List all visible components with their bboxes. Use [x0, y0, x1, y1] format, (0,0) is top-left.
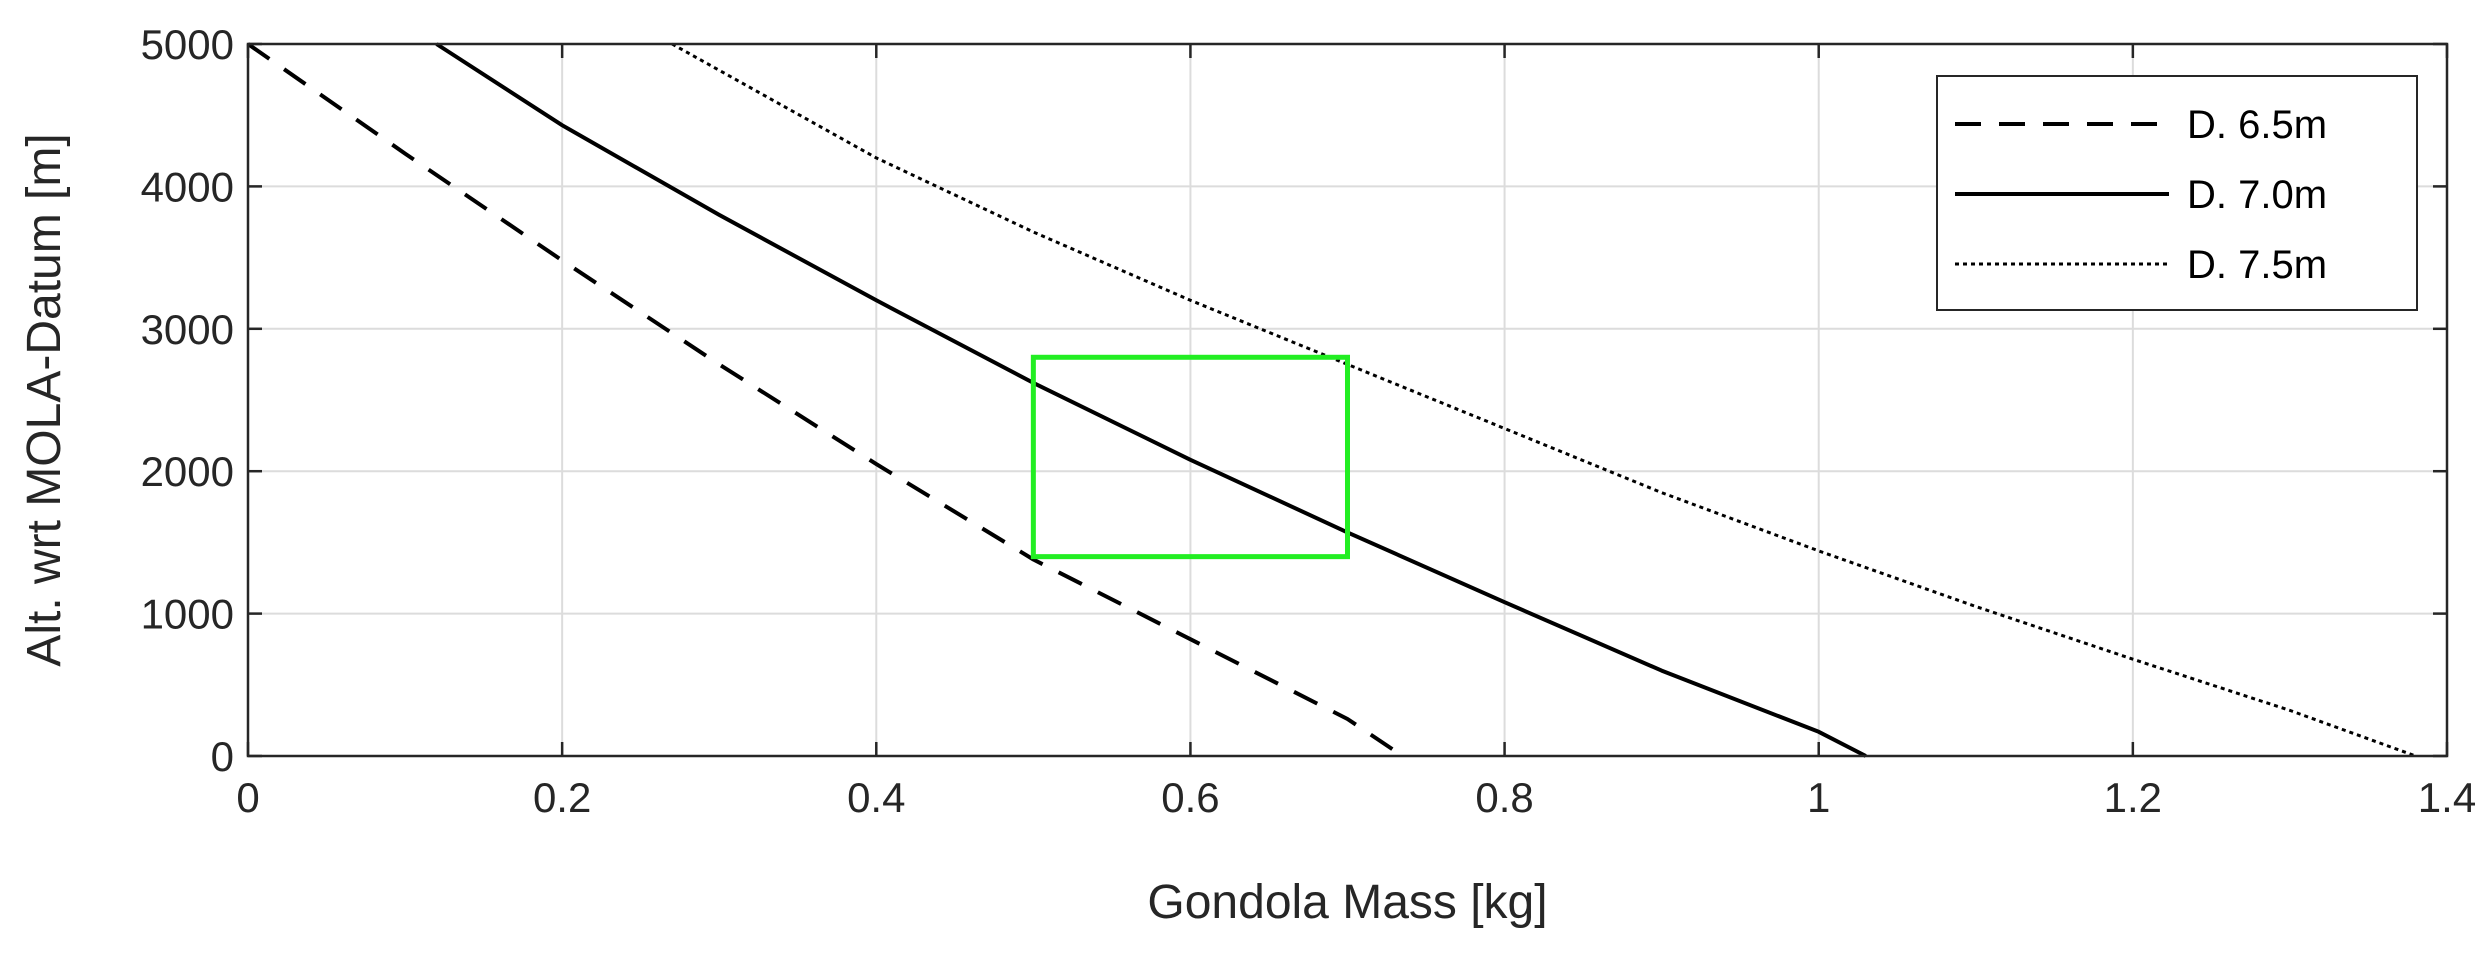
series-line-d-6-5m — [246, 42, 1404, 758]
x-tick-label-1: 0.2 — [533, 774, 591, 821]
x-axis-label: Gondola Mass [kg] — [1147, 876, 1547, 929]
y-tick-label-5: 5000 — [141, 21, 234, 68]
legend-label-0: D. 6.5m — [2187, 103, 2327, 147]
series-lines — [246, 42, 2417, 758]
legend-label-1: D. 7.0m — [2187, 173, 2327, 217]
y-tick-label-1: 1000 — [141, 591, 234, 638]
x-tick-label-4: 0.8 — [1475, 774, 1533, 821]
y-tick-label-3: 3000 — [141, 306, 234, 353]
ticks: 0 0.2 0.4 0.6 0.8 1 1.2 1.4 0 1000 2000 3000 4000 500… — [141, 21, 2477, 821]
legend: D. 6.5m D. 7.0m D. 7.5m — [1936, 75, 2418, 311]
x-tick-label-5: 1 — [1807, 774, 1830, 821]
plot-frame — [246, 42, 2449, 758]
annotations — [1030, 354, 1351, 560]
y-axis-label: Alt. wrt MOLA-Datum [m] — [18, 133, 71, 666]
x-tick-label-6: 1.2 — [2104, 774, 2162, 821]
y-tick-label-2: 2000 — [141, 448, 234, 495]
x-tick-label-7: 1.4 — [2418, 774, 2476, 821]
series-line-d-7-5m — [671, 42, 2417, 758]
series-line-d-7-0m — [435, 42, 1867, 758]
legend-label-2: D. 7.5m — [2187, 243, 2327, 287]
y-tick-label-0: 0 — [211, 733, 234, 780]
x-tick-label-3: 0.6 — [1161, 774, 1219, 821]
y-tick-label-4: 4000 — [141, 163, 234, 210]
x-tick-label-0: 0 — [236, 774, 259, 821]
x-tick-label-2: 0.4 — [847, 774, 905, 821]
highlight-rectangle-0 — [1030, 354, 1351, 560]
